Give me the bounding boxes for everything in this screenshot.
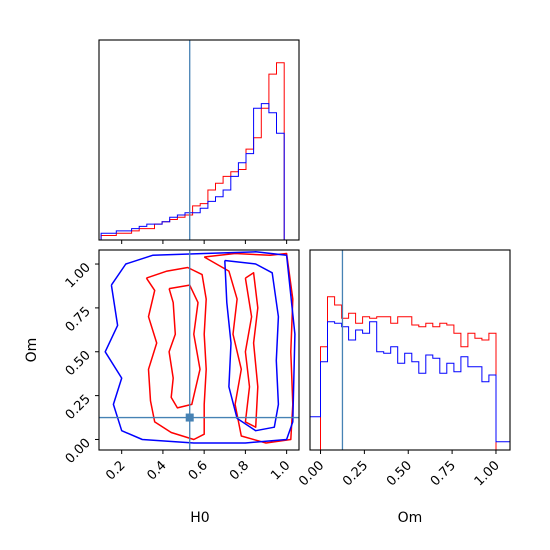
truth-marker	[185, 413, 194, 422]
hist-H0-series-0	[100, 62, 292, 241]
ylabel-Om: Om	[24, 338, 40, 363]
hist-Om-series-1	[309, 321, 510, 450]
hist-H0-series-1	[100, 103, 292, 241]
xlabel-H0: H0	[190, 510, 209, 526]
contour-0	[168, 284, 201, 409]
panel-frame-contour	[98, 249, 300, 451]
contour-4	[224, 259, 280, 432]
panel-frame-hist-Om	[309, 249, 511, 451]
panel-contour-H0-Om: H0 Om	[24, 249, 300, 526]
xlabel-Om: Om	[398, 510, 423, 526]
hist-Om-series-0	[310, 296, 510, 451]
panel-frame-hist-H0	[98, 39, 300, 241]
contour-1	[244, 272, 259, 428]
panel-hist-Om: Om	[309, 249, 511, 526]
contour-2	[145, 266, 207, 441]
contour-5	[104, 251, 296, 444]
panel-hist-H0	[98, 39, 300, 241]
